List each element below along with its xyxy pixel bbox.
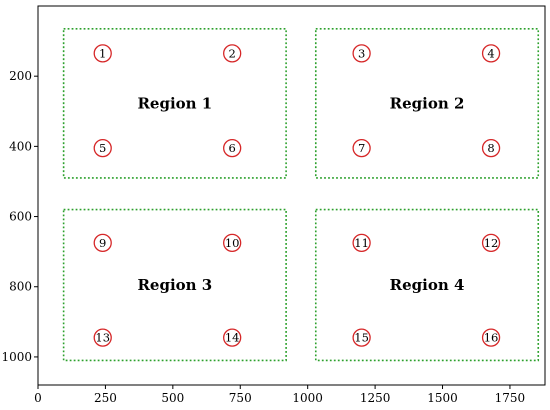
region-box <box>314 208 540 362</box>
point-10: 10 <box>223 233 242 253</box>
point-label: 7 <box>358 141 365 155</box>
x-tick-label: 1750 <box>495 391 526 405</box>
point-label: 16 <box>484 331 499 345</box>
point-3: 3 <box>352 44 371 63</box>
x-tick-label: 1500 <box>427 391 458 405</box>
point-label: 14 <box>225 331 240 345</box>
point-1: 1 <box>93 44 112 63</box>
region-4: Region 4 <box>314 208 540 362</box>
regions-layer: Region 1 Region 2 Region 3 Region 4 <box>62 28 540 362</box>
point-marker <box>481 328 501 347</box>
region-label: Region 3 <box>137 276 212 294</box>
point-marker <box>93 44 112 63</box>
point-marker <box>481 44 501 63</box>
point-marker <box>352 138 371 158</box>
point-marker <box>223 44 242 63</box>
point-marker <box>223 328 242 347</box>
point-14: 14 <box>223 328 242 347</box>
y-axis: 200 400 600 800 1000 <box>1 69 38 364</box>
x-tick-label: 1000 <box>292 391 323 405</box>
point-15: 15 <box>352 328 371 347</box>
x-tick-label: 500 <box>161 391 184 405</box>
point-marker <box>223 138 242 158</box>
x-tick-label: 0 <box>34 391 42 405</box>
x-tick-label: 250 <box>94 391 117 405</box>
x-tick-label: 1250 <box>360 391 391 405</box>
point-label: 4 <box>487 46 494 60</box>
plot-frame <box>37 5 546 386</box>
point-label: 10 <box>225 236 240 250</box>
region-box <box>314 28 540 179</box>
y-tick-label: 800 <box>9 280 32 294</box>
region-box <box>62 28 287 179</box>
point-4: 4 <box>481 44 501 63</box>
point-label: 3 <box>358 46 365 60</box>
point-marker <box>93 328 112 347</box>
region-2: Region 2 <box>314 28 540 179</box>
point-marker <box>481 233 501 253</box>
region-box <box>62 208 287 362</box>
point-marker <box>93 233 112 253</box>
point-label: 8 <box>487 141 494 155</box>
point-label: 13 <box>95 331 110 345</box>
point-16: 16 <box>481 328 501 347</box>
point-9: 9 <box>93 233 112 253</box>
point-7: 7 <box>352 138 371 158</box>
point-label: 6 <box>229 141 236 155</box>
point-12: 12 <box>481 233 501 253</box>
region-1: Region 1 <box>62 28 287 179</box>
point-label: 11 <box>354 236 369 250</box>
point-5: 5 <box>93 138 112 158</box>
region-label: Region 2 <box>390 94 465 112</box>
point-marker <box>93 138 112 158</box>
point-13: 13 <box>93 328 112 347</box>
point-marker <box>352 233 371 253</box>
y-tick-label: 600 <box>9 210 32 224</box>
point-8: 8 <box>481 138 501 158</box>
point-label: 15 <box>354 331 369 345</box>
point-2: 2 <box>223 44 242 63</box>
y-tick-label: 400 <box>9 139 32 153</box>
point-marker <box>223 233 242 253</box>
x-tick-label: 750 <box>229 391 252 405</box>
point-marker <box>481 138 501 158</box>
y-tick-label: 1000 <box>1 350 32 364</box>
point-label: 1 <box>99 46 106 60</box>
x-axis: 0 250 500 750 1000 1250 1500 1750 <box>34 385 525 405</box>
region-label: Region 4 <box>390 276 465 294</box>
region-3: Region 3 <box>62 208 287 362</box>
point-6: 6 <box>223 138 242 158</box>
point-label: 12 <box>484 236 499 250</box>
point-marker <box>352 44 371 63</box>
point-marker <box>352 328 371 347</box>
point-label: 9 <box>99 236 106 250</box>
point-11: 11 <box>352 233 371 253</box>
point-label: 5 <box>99 141 106 155</box>
y-tick-label: 200 <box>9 69 32 83</box>
point-label: 2 <box>229 46 236 60</box>
region-label: Region 1 <box>137 94 212 112</box>
